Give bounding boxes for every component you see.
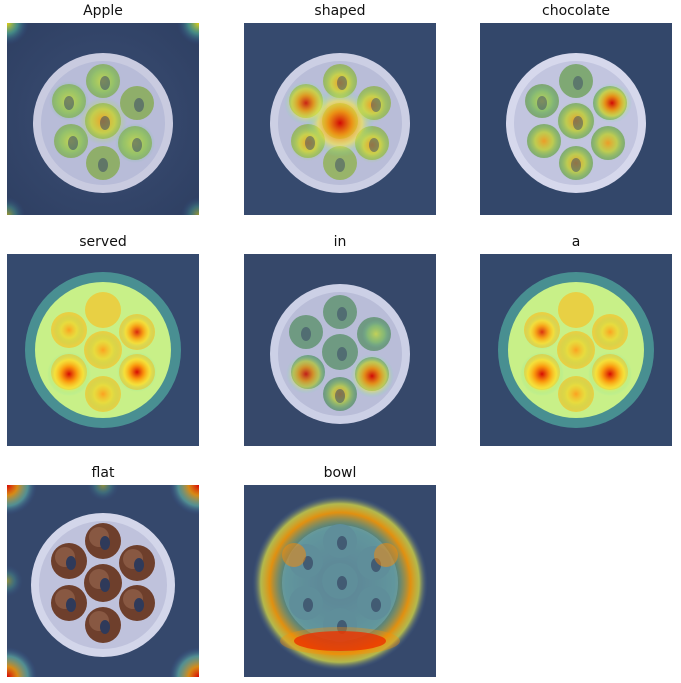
panel-title: chocolate [542,3,610,19]
heatmap-image [7,485,199,677]
heatmap-image [480,23,672,215]
panel-title: shaped [314,3,366,19]
heatmap-image [7,254,199,446]
heatmap-image [480,254,672,446]
panel-title: in [333,234,347,250]
heatmap-image [244,485,436,677]
panel-title: Apple [83,3,123,19]
heatmap-image [244,23,436,215]
panel-title: a [571,234,581,250]
panel-title: bowl [323,465,357,481]
heatmap-image [244,254,436,446]
panel-title: flat [91,465,115,481]
heatmap-image [7,23,199,215]
panel-title: served [79,234,127,250]
